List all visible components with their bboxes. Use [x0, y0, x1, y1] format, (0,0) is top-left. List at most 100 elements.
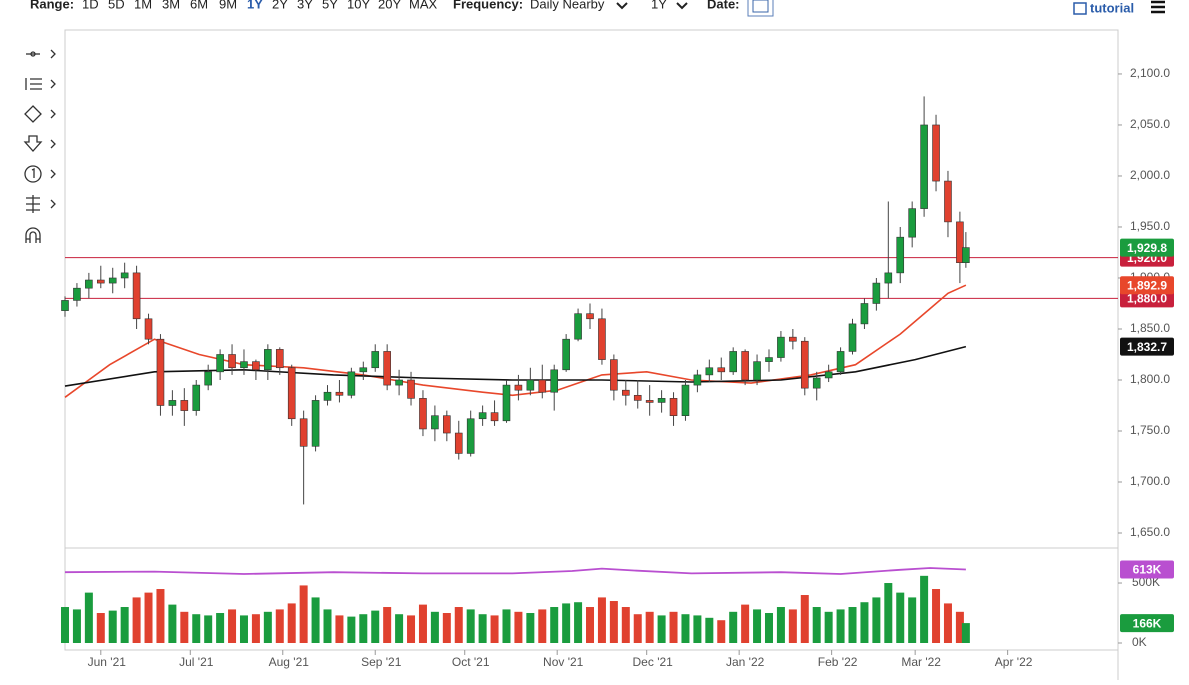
line-tool[interactable]: [26, 49, 56, 59]
volume-bar: [216, 613, 225, 643]
ma-label: 1,892.9: [1127, 278, 1167, 292]
candle-body: [562, 338, 570, 371]
range-button[interactable]: 10Y: [347, 0, 370, 11]
x-tick-label: Aug '21: [269, 655, 310, 669]
range-label: Range:: [30, 0, 74, 11]
candle-body: [717, 367, 726, 373]
range-button[interactable]: 9M: [219, 0, 237, 11]
measure-tool[interactable]: [26, 195, 56, 213]
frequency-select[interactable]: Daily Nearby: [530, 0, 605, 11]
volume-bar: [323, 609, 332, 643]
fib-tool[interactable]: [25, 78, 56, 90]
volume-bar: [180, 611, 189, 643]
period-select[interactable]: 1Y: [651, 0, 667, 11]
y-tick-label: 1,750.0: [1130, 423, 1170, 437]
range-button[interactable]: 3Y: [297, 0, 313, 11]
candle-body: [85, 279, 93, 289]
dropdown-icon[interactable]: [676, 2, 688, 10]
range-button[interactable]: MAX: [409, 0, 438, 11]
last-price-label-bg: [1120, 238, 1174, 257]
candle-body: [610, 359, 618, 391]
candle-body: [132, 272, 141, 320]
volume-bar: [407, 615, 416, 643]
candle-body: [264, 349, 272, 371]
volume-bar: [359, 614, 368, 643]
volume-bar: [72, 609, 81, 643]
candle-body: [669, 398, 678, 416]
volume-bar: [586, 607, 595, 643]
range-button[interactable]: 5Y: [322, 0, 338, 11]
candle-body: [216, 354, 224, 373]
shape-tool[interactable]: [24, 105, 56, 123]
candle-body: [705, 367, 714, 376]
candle-body: [896, 236, 905, 274]
volume-bar: [848, 607, 857, 643]
volume-bar: [961, 623, 970, 643]
x-tick-label: Oct '21: [452, 655, 490, 669]
candle-body: [502, 384, 511, 422]
volume-bar: [96, 613, 105, 643]
candle-body: [932, 124, 940, 182]
candle-body: [574, 313, 582, 340]
date-label: Date:: [707, 0, 740, 11]
volume-bar: [228, 609, 237, 643]
candle-body: [908, 208, 916, 238]
candle-body: [454, 432, 463, 454]
volume-average: [64, 567, 966, 575]
volume-bar: [454, 607, 463, 643]
candle-body: [514, 384, 523, 391]
candle-body: [287, 367, 296, 420]
menu-icon[interactable]: [1151, 0, 1165, 14]
volume-bar: [705, 617, 714, 643]
volume-bar: [908, 597, 917, 643]
candle-body: [824, 371, 833, 379]
last-volume-label-bg: [1120, 614, 1174, 633]
volume-bar: [693, 615, 702, 643]
candle-body: [61, 300, 69, 311]
range-button[interactable]: 1Y: [247, 0, 263, 11]
volume-bar: [860, 602, 869, 643]
volume-bar: [347, 616, 356, 643]
range-button[interactable]: 3M: [162, 0, 180, 11]
candle-body: [962, 247, 970, 263]
candle-body: [395, 379, 403, 386]
y-tick-label: 1,850.0: [1130, 321, 1170, 335]
volume-bar: [884, 583, 893, 643]
volume-bar: [812, 607, 821, 643]
candle-body: [323, 391, 332, 401]
annotation-tool[interactable]: [24, 165, 56, 183]
candle-body: [419, 398, 427, 430]
tutorial-link[interactable]: tutorial: [1090, 0, 1134, 15]
range-button[interactable]: 1D: [82, 0, 99, 11]
candle-body: [311, 400, 320, 447]
range-button[interactable]: 5D: [108, 0, 125, 11]
volume-tick-label: 0K: [1132, 635, 1147, 649]
range-button[interactable]: 20Y: [378, 0, 401, 11]
candle-body: [657, 398, 666, 403]
tutorial-icon[interactable]: [1073, 2, 1087, 15]
volume-bar: [562, 603, 571, 643]
candle-body: [645, 400, 654, 403]
volume-bar: [430, 611, 439, 643]
magnet-tool[interactable]: [25, 227, 41, 243]
y-tick-label: 2,000.0: [1130, 168, 1170, 182]
volume-bar: [526, 613, 535, 643]
candle-body: [192, 384, 201, 411]
volume-bar: [597, 597, 606, 643]
volume-bar: [621, 607, 630, 643]
candle-body: [693, 374, 702, 386]
range-button[interactable]: 1M: [134, 0, 152, 11]
range-button[interactable]: 6M: [190, 0, 208, 11]
candle-body: [884, 272, 893, 284]
volume-bar: [932, 589, 941, 643]
volume-bar: [788, 609, 797, 643]
range-button[interactable]: 2Y: [272, 0, 288, 11]
dropdown-icon[interactable]: [616, 2, 628, 10]
arrow-tool[interactable]: [23, 135, 56, 152]
volume-bar: [395, 614, 404, 643]
volume-bar: [669, 611, 678, 643]
candle-body: [120, 272, 129, 279]
volume-bar: [800, 595, 809, 643]
calendar-button[interactable]: [747, 0, 774, 17]
